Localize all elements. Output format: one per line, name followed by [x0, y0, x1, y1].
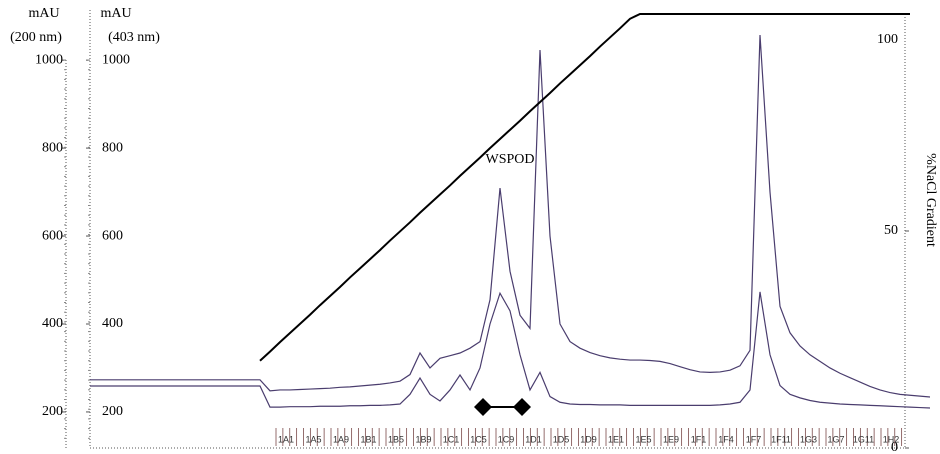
fraction-label frac: 1C5 [470, 434, 487, 444]
fraction-label frac: 1E9 [663, 434, 679, 444]
y-tick-label: 200 [42, 404, 63, 419]
y-tick-label: 600 [42, 228, 63, 243]
y-tick-label: 200 [102, 404, 123, 419]
fraction-label frac: 1D1 [525, 434, 542, 444]
fraction-label frac: 1B5 [388, 434, 404, 444]
y-tick-label: 600 [102, 228, 123, 243]
y2-tick-label: 50 [884, 223, 898, 238]
fraction-label frac: 1F11 [771, 434, 791, 444]
y-tick-label: 1000 [102, 52, 130, 67]
fraction-label frac: 1A5 [305, 434, 321, 444]
fraction-label frac: 1E1 [608, 434, 624, 444]
axis-title: (200 nm) [10, 30, 62, 45]
y-tick-label: 1000 [35, 52, 63, 67]
fraction-label frac: 1H2 [883, 434, 900, 444]
y-tick-label: 800 [102, 140, 123, 155]
fraction-label frac: 1B9 [415, 434, 431, 444]
axis-title: (403 nm) [108, 30, 160, 45]
fraction-label frac: 1A9 [333, 434, 349, 444]
fraction-label frac: 1F7 [746, 434, 762, 444]
fraction-label frac: 1E5 [635, 434, 651, 444]
fraction-label frac: 1C9 [498, 434, 515, 444]
series-line [259, 13, 910, 362]
y2-tick-label: 100 [877, 32, 898, 47]
y-tick-label: 400 [102, 316, 123, 331]
series-line [90, 35, 931, 398]
fraction-label frac: 1G11 [853, 434, 874, 444]
fraction-label frac: 1G3 [800, 434, 817, 444]
axis-title: mAU [100, 6, 131, 21]
series-line [90, 291, 931, 409]
fraction-label frac: 1C1 [443, 434, 460, 444]
fraction-label frac: 1F1 [691, 434, 707, 444]
y2-title: %NaCl Gradient [923, 153, 938, 247]
fraction-label frac: 1D5 [553, 434, 570, 444]
axis-title: mAU [28, 6, 59, 21]
fraction-label frac: 1F4 [718, 434, 734, 444]
y2-tick-label: 0 [891, 440, 898, 454]
y-tick-label: 800 [42, 140, 63, 155]
annotation: WSPOD [485, 152, 534, 167]
fraction-label frac: 1B1 [360, 434, 376, 444]
pool-marker [474, 398, 531, 416]
fraction-label frac: 1D9 [580, 434, 597, 444]
y-tick-label: 400 [42, 316, 63, 331]
fraction-label frac: 1A1 [278, 434, 294, 444]
fraction-label frac: 1G7 [827, 434, 844, 444]
